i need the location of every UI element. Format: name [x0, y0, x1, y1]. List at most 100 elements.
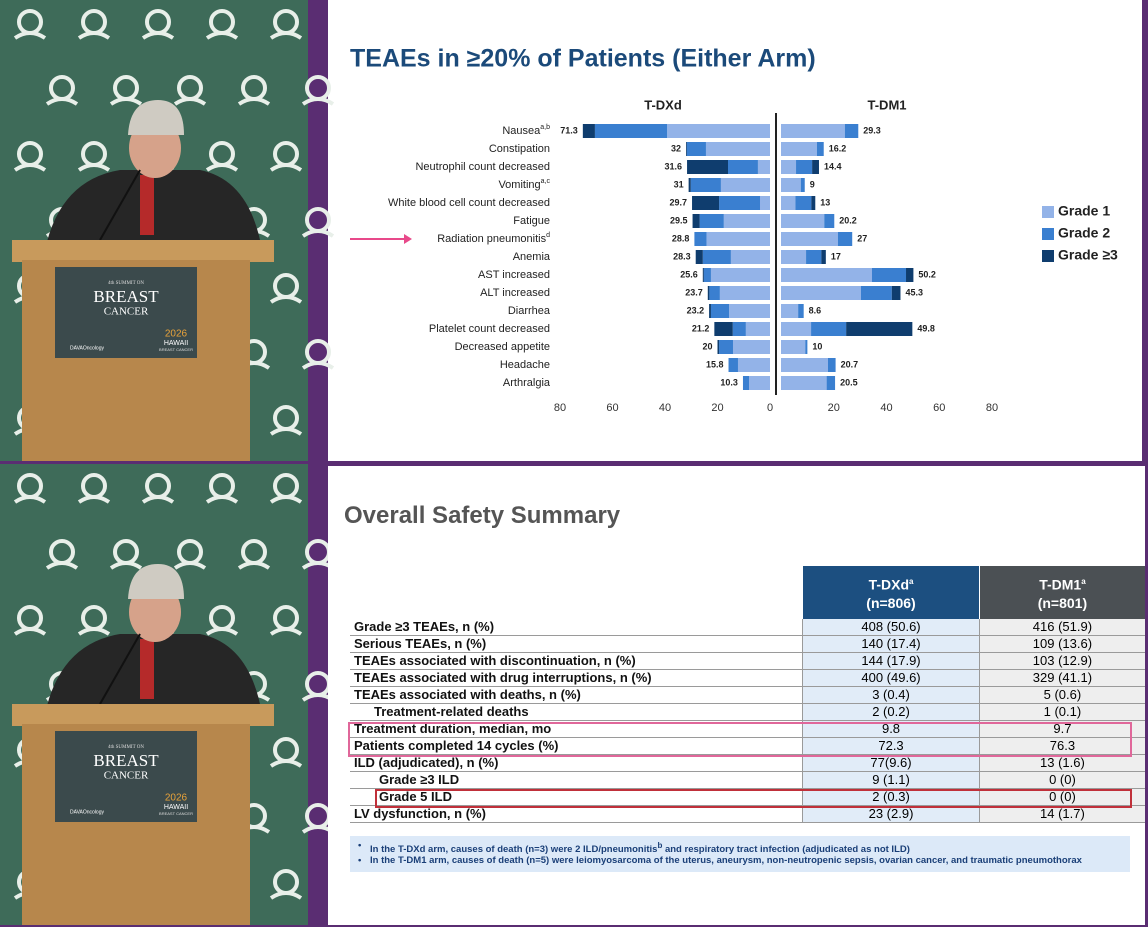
sign-text: BREAST — [93, 287, 159, 306]
bar-segment — [844, 124, 859, 138]
bar-segment — [811, 196, 816, 210]
category-label: Decreased appetite — [455, 341, 550, 353]
bar-segment — [781, 304, 799, 318]
category-name: Diarrhea — [508, 305, 551, 317]
table-cell: 0 (0) — [978, 771, 1145, 789]
total-label: 32 — [671, 143, 681, 153]
bar-segment — [705, 142, 770, 156]
sign-text: 4th SUMMIT ON — [108, 745, 144, 750]
total-label: 31.6 — [665, 161, 683, 171]
bar-segment — [707, 286, 710, 300]
backdrop-logo — [305, 671, 331, 697]
backdrop-logo — [13, 31, 47, 40]
table-row: ILD (adjudicated), n (%) 77(9.6) 13 (1.6) — [350, 754, 1145, 772]
podium-top — [12, 240, 274, 262]
bar-segment — [710, 268, 770, 282]
total-label: 27 — [857, 233, 867, 243]
total-label: 10.3 — [720, 377, 738, 387]
total-label: 20.2 — [839, 215, 857, 225]
total-label: 45.3 — [905, 287, 923, 297]
bar-segment — [719, 286, 770, 300]
category-name: Arthralgia — [503, 377, 551, 389]
backdrop-logo — [305, 539, 331, 565]
backdrop-logo — [269, 163, 303, 172]
table-cell: 9.7 — [978, 720, 1145, 738]
row-label: TEAEs associated with drug interruptions… — [350, 669, 803, 687]
legend-label: Grade 1 — [1058, 203, 1110, 219]
bar-segment — [732, 322, 746, 336]
table-cell: 14 (1.7) — [978, 805, 1145, 823]
backdrop-logo — [269, 495, 303, 504]
bar-segment — [816, 142, 824, 156]
table-cell: 0 (0) — [978, 788, 1145, 806]
backdrop-logo — [269, 891, 303, 900]
total-label: 14.4 — [824, 161, 842, 171]
bar-segment — [781, 376, 827, 390]
table-cell: 408 (50.6) — [802, 619, 980, 636]
bar-segment — [729, 304, 770, 318]
footnote-mark: d — [546, 232, 550, 239]
category-label: Nauseaa,b — [502, 124, 550, 137]
chart-title: TEAEs in ≥20% of Patients (Either Arm) — [350, 45, 816, 73]
table-row: LV dysfunction, n (%) 23 (2.9) 14 (1.7) — [350, 805, 1145, 823]
backdrop-logo — [305, 207, 331, 233]
bar-segment — [837, 232, 853, 246]
footnote-mark: a — [909, 577, 914, 587]
x-tick-label: 40 — [880, 402, 892, 414]
x-tick-label: 0 — [767, 402, 773, 414]
table-row: TEAEs associated with deaths, n (%) 3 (0.… — [350, 686, 1145, 704]
backdrop-logo — [77, 495, 111, 504]
bar-segment — [891, 286, 901, 300]
table-cell: 400 (49.6) — [802, 669, 980, 687]
total-label: 28.3 — [673, 251, 691, 261]
column-name: T-DM1 — [1039, 576, 1082, 593]
row-label: LV dysfunction, n (%) — [350, 805, 803, 823]
table-cell: 1 (0.1) — [978, 703, 1145, 721]
category-name: Fatigue — [513, 215, 550, 227]
category-name: Decreased appetite — [455, 341, 550, 353]
slide-background — [328, 0, 1143, 461]
total-label: 71.3 — [560, 125, 578, 135]
bar-segment — [781, 196, 796, 210]
bar-segment — [719, 340, 733, 354]
backdrop-logo — [77, 627, 111, 636]
bar-segment — [720, 178, 770, 192]
total-label: 9 — [810, 179, 815, 189]
bar-segment — [827, 358, 836, 372]
backdrop-logo — [205, 31, 239, 40]
bar-segment — [692, 214, 700, 228]
bar-segment — [846, 322, 913, 336]
bar-segment — [710, 304, 730, 318]
bar-segment — [749, 376, 770, 390]
category-label: Diarrhea — [508, 305, 551, 317]
row-label: Grade ≥3 TEAEs, n (%) — [350, 619, 803, 636]
column-name: T-DXd — [868, 576, 910, 593]
category-label: Neutrophil count decreased — [415, 161, 550, 173]
footnote-mark: a — [1081, 577, 1086, 587]
category-name: Headache — [500, 359, 550, 371]
bar-segment — [688, 178, 691, 192]
column-n: (n=801) — [1037, 594, 1088, 611]
bar-segment — [709, 286, 720, 300]
table-cell: 13 (1.6) — [978, 754, 1145, 772]
category-label: Arthralgia — [503, 377, 551, 389]
table-cell: 23 (2.9) — [802, 805, 980, 823]
bar-segment — [594, 124, 668, 138]
backdrop-logo — [301, 229, 335, 238]
bar-segment — [667, 124, 770, 138]
backdrop-logo — [269, 295, 303, 304]
lanyard — [140, 639, 154, 699]
bar-segment — [717, 340, 720, 354]
table-cell: 140 (17.4) — [802, 635, 980, 653]
sign-text: 2026 — [165, 329, 188, 340]
backdrop-logo — [301, 361, 335, 370]
bar-segment — [695, 250, 703, 264]
x-tick-label: 80 — [986, 402, 998, 414]
podium-sign — [55, 731, 197, 822]
backdrop-logo — [141, 495, 175, 504]
footnote-text: In the T-DM1 arm, causes of death (n=5) … — [370, 855, 1082, 867]
backdrop-logo — [205, 163, 239, 172]
bar-segment — [906, 268, 914, 282]
category-name: Radiation pneumonitis — [437, 233, 546, 245]
